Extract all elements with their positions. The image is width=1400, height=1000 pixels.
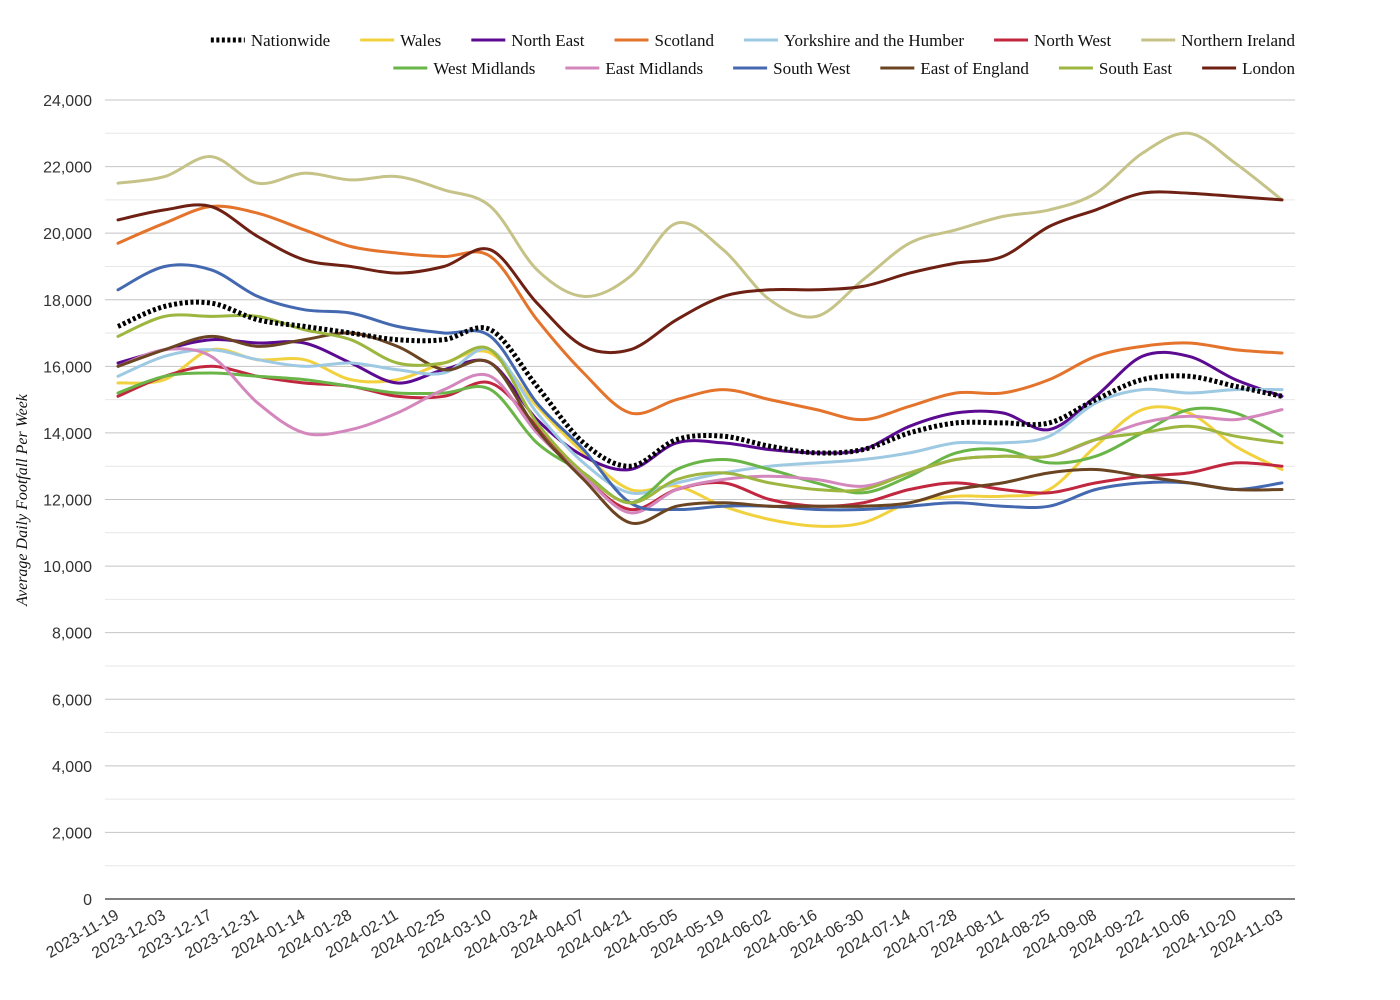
legend-label-south-west: South West: [773, 59, 850, 78]
series-line-south-east: [116, 313, 1284, 505]
legend-label-east-midlands: East Midlands: [605, 59, 703, 78]
series-line-north-east: [116, 338, 1284, 472]
legend-label-nationwide: Nationwide: [251, 31, 330, 50]
legend-label-northern-ireland: Northern Ireland: [1181, 31, 1295, 50]
series-line-nationwide: [116, 299, 1283, 469]
y-tick-label: 4,000: [52, 759, 92, 776]
y-tick-label: 8,000: [52, 626, 92, 643]
series-lines: [116, 131, 1284, 528]
y-tick-label: 14,000: [43, 426, 92, 443]
series-line-wales: [116, 347, 1284, 528]
y-tick-label: 18,000: [43, 293, 92, 310]
legend-label-london: London: [1242, 59, 1295, 78]
y-tick-label: 0: [83, 892, 92, 909]
y-tick-label: 2,000: [52, 825, 92, 842]
y-tick-label: 24,000: [43, 93, 92, 110]
legend-label-wales: Wales: [400, 31, 441, 50]
y-axis-label: Average Daily Footfall Per Week: [14, 393, 31, 607]
y-tick-label: 6,000: [52, 692, 92, 709]
legend-label-north-east: North East: [511, 31, 584, 50]
legend-label-yorkshire-and-the-humber: Yorkshire and the Humber: [784, 31, 964, 50]
legend-label-south-east: South East: [1099, 59, 1172, 78]
legend-label-north-west: North West: [1034, 31, 1111, 50]
y-tick-label: 20,000: [43, 226, 92, 243]
y-tick-label: 12,000: [43, 493, 92, 510]
legend-label-scotland: Scotland: [654, 31, 714, 50]
y-tick-label: 16,000: [43, 359, 92, 376]
series-line-east-of-england: [116, 331, 1284, 525]
series-line-yorkshire-and-the-humber: [116, 347, 1284, 495]
series-line-west-midlands: [116, 371, 1284, 505]
y-tick-label: 10,000: [43, 559, 92, 576]
series-line-south-west: [116, 263, 1284, 512]
legend-label-east-of-england: East of England: [920, 59, 1029, 78]
series-line-northern-ireland: [116, 131, 1284, 319]
grid-lines: [105, 99, 1295, 867]
series-line-london: [116, 190, 1284, 355]
legend-label-west-midlands: West Midlands: [433, 59, 535, 78]
legend: Nationwide Wales North East Scotland Yorkshi…: [210, 31, 1295, 78]
y-tick-label: 22,000: [43, 160, 92, 177]
series-line-scotland: [116, 204, 1284, 422]
